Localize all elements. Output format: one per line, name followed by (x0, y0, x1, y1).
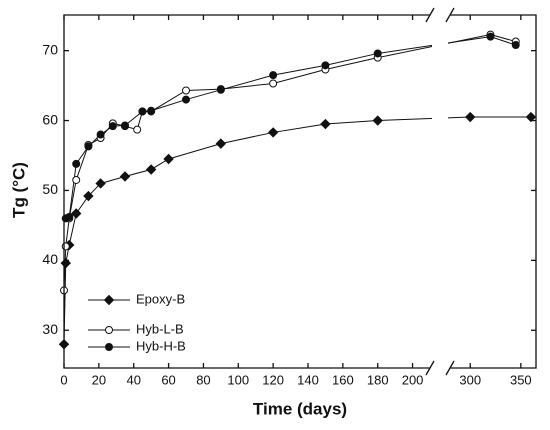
x-tick-label: 180 (367, 372, 389, 387)
axis-break-gap (432, 11, 448, 372)
marker (72, 159, 81, 168)
marker (145, 164, 157, 175)
marker (216, 85, 225, 94)
marker (119, 171, 131, 182)
series-line (63, 116, 531, 345)
marker (486, 32, 495, 41)
marker (320, 118, 331, 130)
x-tick-label: 300 (459, 372, 481, 387)
x-tick-label: 0 (60, 372, 67, 387)
legend-marker (105, 343, 113, 351)
x-tick-label: 160 (332, 372, 354, 387)
marker (321, 61, 330, 70)
marker (163, 153, 174, 165)
marker (72, 175, 81, 184)
marker (465, 111, 476, 123)
x-tick-label: 20 (92, 372, 106, 387)
marker (267, 127, 279, 138)
legend-label: Epoxy-B (136, 291, 185, 306)
x-tick-label: 350 (510, 372, 532, 387)
y-tick-label: 30 (42, 321, 58, 337)
x-tick-label: 60 (161, 372, 175, 387)
y-tick-label: 50 (42, 181, 58, 197)
marker (372, 115, 383, 126)
marker (511, 41, 520, 50)
marker (65, 213, 74, 222)
x-tick-label: 100 (227, 372, 249, 387)
marker (373, 49, 382, 58)
marker (215, 138, 227, 149)
marker (133, 125, 142, 134)
marker (96, 130, 105, 139)
marker (95, 178, 106, 189)
legend-label: Hyb-H-B (136, 338, 186, 353)
axis-break (445, 360, 455, 376)
series-line (65, 36, 516, 219)
marker (138, 107, 147, 116)
marker (269, 71, 278, 80)
marker (108, 122, 117, 131)
axis-break (445, 7, 455, 23)
marker (84, 142, 93, 151)
marker (525, 111, 537, 123)
axis-break (425, 7, 435, 23)
x-tick-label: 80 (196, 372, 210, 387)
marker (182, 95, 190, 104)
x-axis-label: Time (days) (253, 399, 347, 418)
x-tick-label: 40 (126, 372, 140, 387)
x-tick-label: 200 (402, 372, 424, 387)
marker (182, 86, 190, 95)
series-line (63, 34, 516, 291)
legend-marker (105, 326, 113, 334)
marker (61, 242, 70, 251)
axis-break (425, 360, 435, 376)
marker (269, 79, 278, 88)
y-tick-label: 40 (42, 251, 58, 267)
marker (83, 190, 94, 202)
x-tick-label: 120 (262, 372, 284, 387)
marker (70, 208, 82, 219)
x-tick-label: 140 (297, 372, 319, 387)
y-tick-label: 60 (42, 111, 58, 127)
axis-frame (63, 14, 537, 369)
legend-label: Hyb-L-B (136, 321, 184, 336)
marker (121, 121, 129, 130)
marker (147, 106, 156, 115)
legend-marker (103, 294, 115, 306)
y-tick-label: 70 (42, 41, 58, 57)
y-axis-label: Tg (°C) (9, 162, 28, 218)
